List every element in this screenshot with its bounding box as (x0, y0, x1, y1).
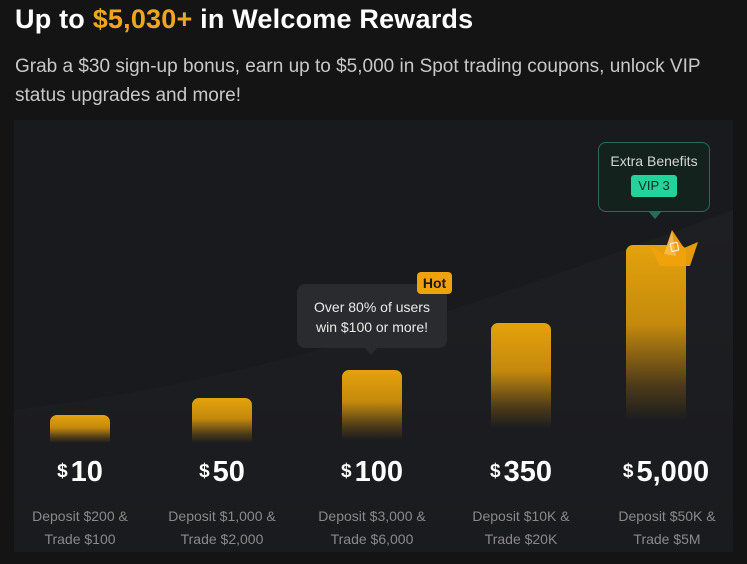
condition-line: Deposit $200 & (32, 508, 128, 524)
page-title: Up to $5,030+ in Welcome Rewards (15, 4, 473, 35)
title-amount: $5,030+ (92, 4, 193, 34)
amount-value: 100 (354, 456, 403, 488)
callout-pointer (648, 211, 662, 219)
vip-badge: VIP 3 (631, 175, 677, 197)
reward-amount-5: $5,000 (596, 456, 736, 489)
reward-bar-4 (491, 323, 551, 428)
condition-line: Trade $6,000 (330, 531, 414, 547)
condition-line: Trade $20K (484, 531, 558, 547)
extra-benefits-callout: Extra Benefits VIP 3 (598, 142, 710, 212)
condition-line: Trade $100 (44, 531, 116, 547)
reward-bar-3 (342, 370, 402, 440)
currency-symbol: $ (490, 461, 501, 482)
condition-line: Deposit $1,000 & (168, 508, 276, 524)
currency-symbol: $ (622, 461, 634, 482)
amount-value: 10 (70, 456, 103, 488)
amount-value: 5,000 (636, 456, 710, 488)
reward-amount-3: $100 (302, 456, 442, 489)
condition-line: Deposit $3,000 & (318, 508, 426, 524)
amount-value: 50 (212, 456, 245, 488)
reward-amount-4: $350 (451, 456, 591, 489)
reward-bar-5 (626, 245, 686, 420)
title-prefix: Up to (15, 4, 85, 34)
reward-amount-1: $10 (10, 456, 150, 489)
reward-bar-1 (50, 415, 110, 443)
reward-amount-2: $50 (152, 456, 292, 489)
popular-tier-tooltip: Over 80% of users win $100 or more! (297, 284, 447, 348)
reward-bar-2 (192, 398, 252, 443)
currency-symbol: $ (341, 461, 352, 482)
page-subtitle: Grab a $30 sign-up bonus, earn up to $5,… (15, 56, 701, 106)
tooltip-line: win $100 or more! (315, 319, 429, 335)
reward-condition-1: Deposit $200 & Trade $100 (5, 505, 155, 551)
currency-symbol: $ (57, 461, 68, 482)
tooltip-line: Over 80% of users (314, 299, 430, 315)
reward-condition-2: Deposit $1,000 & Trade $2,000 (147, 505, 297, 551)
reward-condition-5: Deposit $50K & Trade $5M (592, 505, 742, 551)
tooltip-pointer (364, 347, 378, 355)
reward-condition-3: Deposit $3,000 & Trade $6,000 (297, 505, 447, 551)
extra-benefits-title: Extra Benefits (610, 153, 698, 169)
hot-badge: Hot (417, 272, 452, 294)
crown-icon (650, 230, 698, 266)
condition-line: Trade $5M (633, 531, 701, 547)
condition-line: Deposit $50K & (618, 508, 716, 524)
reward-condition-4: Deposit $10K & Trade $20K (446, 505, 596, 551)
condition-line: Deposit $10K & (472, 508, 570, 524)
condition-line: Trade $2,000 (180, 531, 264, 547)
currency-symbol: $ (199, 461, 210, 482)
amount-value: 350 (503, 456, 552, 488)
title-suffix: in Welcome Rewards (200, 4, 474, 34)
